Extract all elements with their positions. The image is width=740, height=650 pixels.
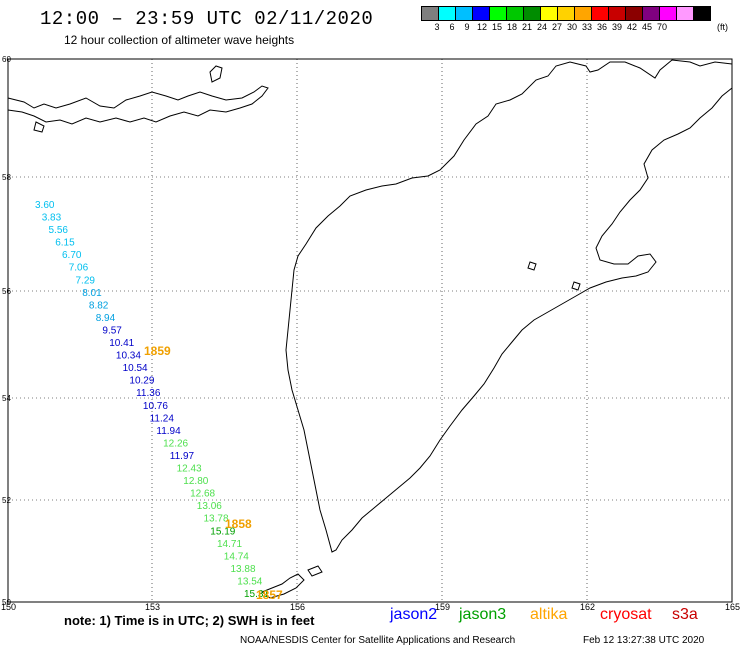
color-scale-tick: 33 <box>581 22 592 32</box>
longitude-label: 165 <box>725 602 740 612</box>
color-scale-tick: 27 <box>551 22 562 32</box>
time-marker: 1859 <box>144 344 171 358</box>
latitude-label: 58 <box>2 173 11 182</box>
wave-height-value: 12.26 <box>163 438 188 449</box>
wave-height-value: 11.36 <box>136 388 161 399</box>
color-scale-tick: 70 <box>656 22 667 32</box>
color-scale-tick: 15 <box>491 22 502 32</box>
page-title: 12:00 – 23:59 UTC 02/11/2020 <box>40 8 374 30</box>
satellite-altika: altika <box>530 606 568 623</box>
longitude-labels: 150 153 156 159 162 165 <box>1 602 740 612</box>
wave-height-value: 10.54 <box>123 363 148 374</box>
wave-height-value: 13.78 <box>204 514 229 525</box>
wave-height-value: 10.29 <box>129 376 154 387</box>
wave-height-value: 11.94 <box>156 426 181 437</box>
color-scale-tick: 30 <box>566 22 577 32</box>
latitude-label: 56 <box>2 287 11 296</box>
wave-height-value: 10.41 <box>109 338 134 349</box>
wave-height-value: 11.24 <box>150 413 175 424</box>
generated-timestamp: Feb 12 13:27:38 UTC 2020 <box>583 635 705 646</box>
color-scale-tick: 42 <box>626 22 637 32</box>
satellite-s3a: s3a <box>672 606 698 623</box>
wave-height-value: 10.76 <box>143 401 168 412</box>
satellite-jason2: jason2 <box>390 606 438 623</box>
color-scale-legend <box>421 6 711 21</box>
color-swatch <box>693 6 711 21</box>
wave-height-value: 13.54 <box>237 577 262 588</box>
wave-height-value: 8.01 <box>82 288 102 299</box>
color-scale-tick: 21 <box>521 22 532 32</box>
wave-height-value: 15.19 <box>210 526 235 537</box>
color-scale-tick: 6 <box>449 22 455 32</box>
color-scale-unit: (ft) <box>717 22 728 32</box>
wave-height-value: 3.83 <box>42 213 62 224</box>
time-marker: 1857 <box>256 588 283 602</box>
wave-height-value: 6.70 <box>62 250 82 261</box>
color-scale-tick: 24 <box>536 22 547 32</box>
color-scale-tick: 36 <box>596 22 607 32</box>
wave-height-value: 14.71 <box>217 539 242 550</box>
wave-height-value: 7.06 <box>69 263 89 274</box>
latitude-labels: 60 58 56 54 52 50 <box>2 55 11 607</box>
longitude-label: 159 <box>435 602 450 612</box>
color-scale-tick: 3 <box>434 22 440 32</box>
wave-height-value: 14.74 <box>224 551 249 562</box>
satellite-jason3: jason3 <box>459 606 507 623</box>
color-scale-tick: 45 <box>641 22 652 32</box>
time-marker: 1858 <box>225 517 252 531</box>
wave-height-value: 12.80 <box>183 476 208 487</box>
longitude-label: 153 <box>145 602 160 612</box>
wave-height-value: 7.29 <box>76 275 96 286</box>
wave-height-value: 9.57 <box>102 326 122 337</box>
longitude-label: 150 <box>1 602 16 612</box>
satellite-cryosat: cryosat <box>600 606 652 623</box>
wave-height-track: 3.60 3.835.56 6.156.70 7.067.29 8.018.82 8.94… <box>35 200 269 600</box>
wave-height-value: 6.15 <box>55 238 75 249</box>
color-scale-tick: 39 <box>611 22 622 32</box>
wave-height-value: 8.82 <box>89 300 109 311</box>
longitude-label: 156 <box>290 602 305 612</box>
wave-height-value: 12.43 <box>177 464 202 475</box>
latitude-label: 52 <box>2 496 11 505</box>
map-gridlines <box>8 59 732 602</box>
latitude-label: 50 <box>2 598 11 607</box>
latitude-label: 54 <box>2 394 11 403</box>
time-markers: 1859 1858 1857 <box>144 344 283 602</box>
footer-note: note: 1) Time is in UTC; 2) SWH is in fe… <box>64 613 315 628</box>
wave-height-value: 3.60 <box>35 200 55 211</box>
wave-height-value: 10.34 <box>116 351 141 362</box>
wave-height-value: 8.94 <box>96 313 116 324</box>
coastline <box>7 59 733 599</box>
credit-line: NOAA/NESDIS Center for Satellite Applica… <box>240 635 516 646</box>
page-subtitle: 12 hour collection of altimeter wave hei… <box>64 33 295 47</box>
wave-height-value: 15.31 <box>244 589 269 600</box>
longitude-label: 162 <box>580 602 595 612</box>
wave-height-value: 11.97 <box>170 451 195 462</box>
wave-height-value: 5.56 <box>49 225 69 236</box>
wave-height-value: 13.06 <box>197 501 222 512</box>
wave-height-value: 13.88 <box>231 564 256 575</box>
wave-height-value: 12.68 <box>190 489 215 500</box>
color-scale-tick: 12 <box>476 22 487 32</box>
color-scale-tick: 18 <box>506 22 517 32</box>
latitude-label: 60 <box>2 55 11 64</box>
color-scale-tick: 9 <box>464 22 470 32</box>
